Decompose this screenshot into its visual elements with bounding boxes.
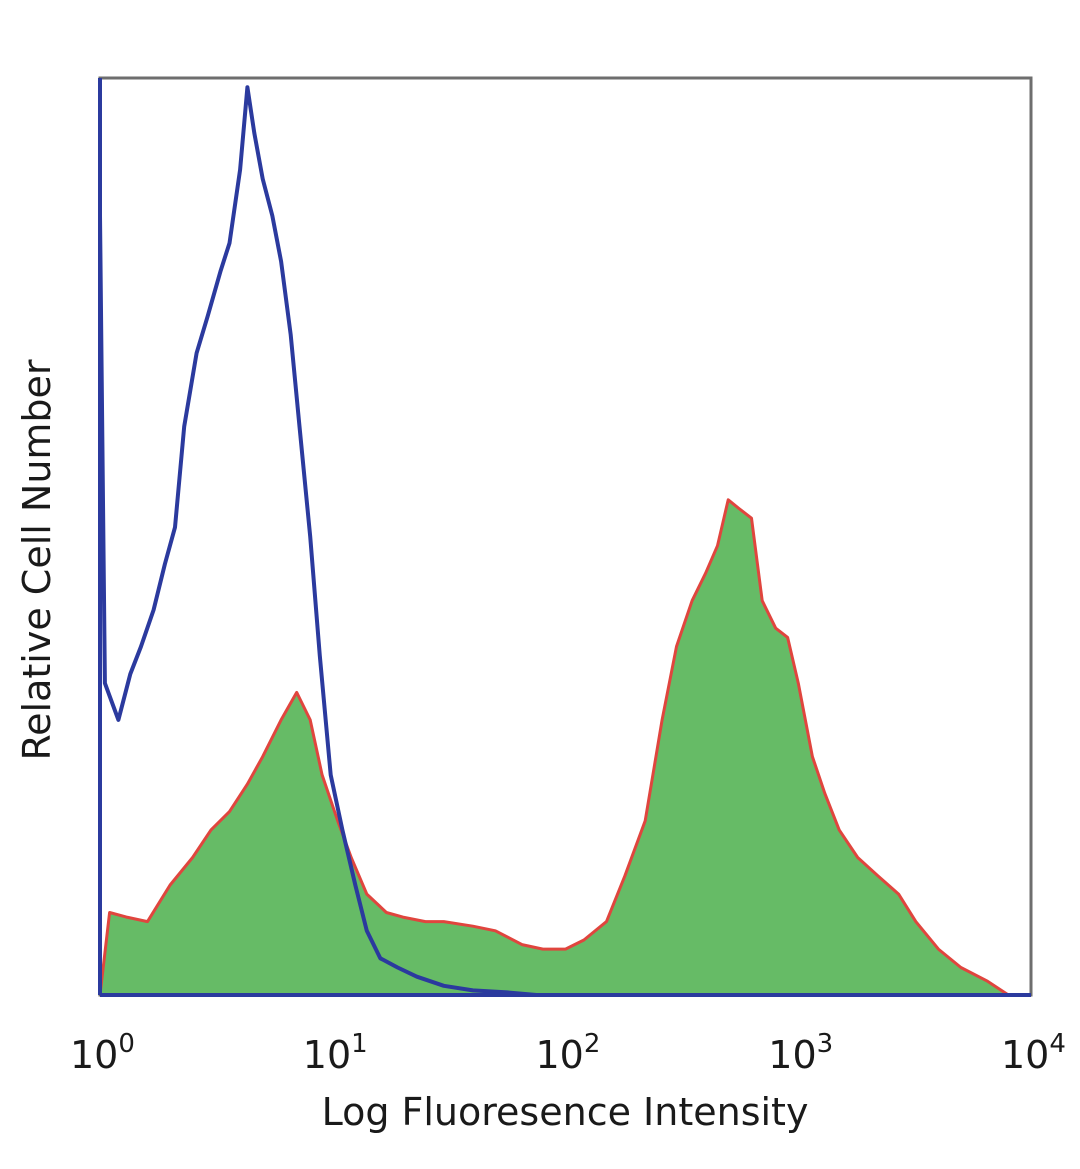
plot-area — [98, 76, 1033, 997]
x-tick-label: 100 — [70, 1029, 135, 1077]
x-tick-label: 103 — [768, 1029, 833, 1077]
x-tick-label: 101 — [303, 1029, 368, 1077]
x-tick-label: 104 — [1001, 1029, 1066, 1077]
series-layer — [98, 85, 1010, 997]
x-tick-label: 102 — [536, 1029, 601, 1077]
filled-histogram-area — [100, 499, 1009, 995]
control-histogram-line — [98, 85, 537, 997]
x-axis-title: Log Fluoresence Intensity — [322, 1090, 809, 1134]
y-axis-title: Relative Cell Number — [15, 359, 59, 760]
x-tick-labels: 100 101 102 103 104 — [70, 1029, 1066, 1077]
filled-histogram-outline — [98, 498, 1010, 997]
